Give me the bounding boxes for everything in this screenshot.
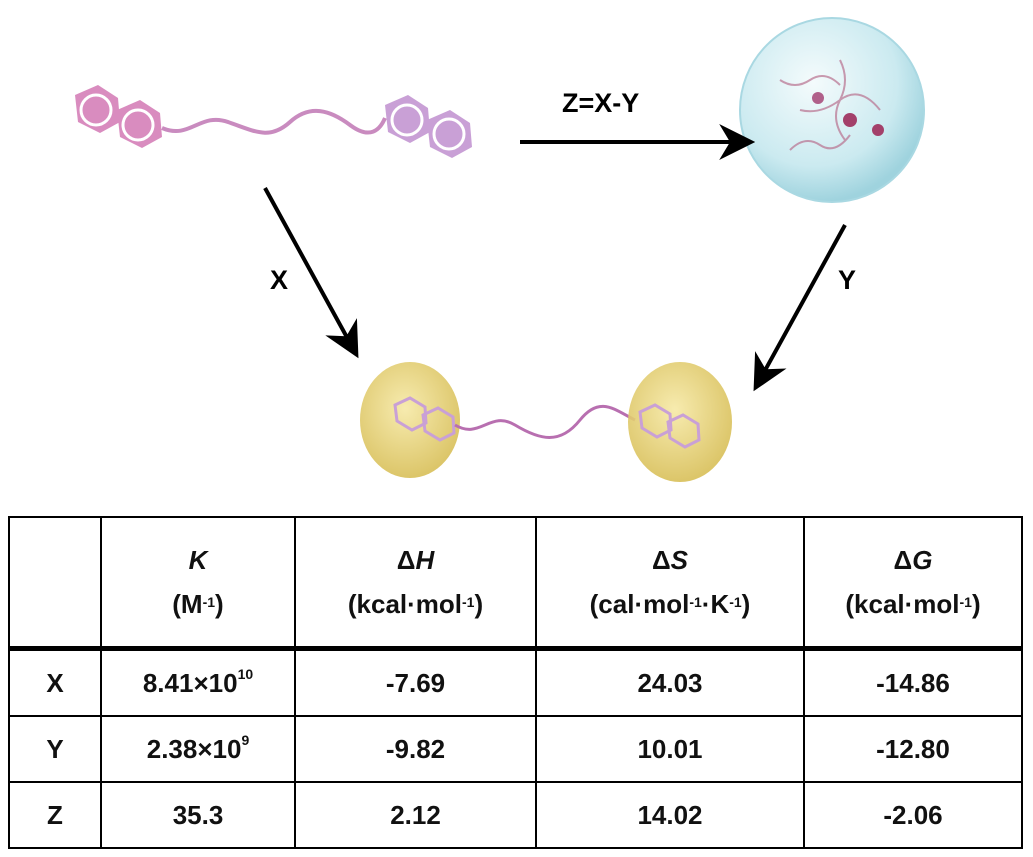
row-label: X [8, 647, 102, 717]
arrow-label-x: X [270, 265, 289, 295]
table-row: Z 35.3 2.12 14.02 -2.06 [8, 781, 1023, 849]
arrow-label-y: Y [838, 265, 857, 295]
arrow-label-z: Z=X-Y [562, 88, 640, 118]
cell-k: 8.41×1010 [100, 647, 296, 717]
cell-dh: -9.82 [294, 715, 537, 783]
cell-ds: 14.02 [535, 781, 805, 849]
table-row: X 8.41×1010 -7.69 24.03 -14.86 [8, 647, 1023, 717]
cell-dg: -2.06 [803, 781, 1023, 849]
header-dg: ΔG (kcal·mol-1) [803, 516, 1023, 651]
table-row: Y 2.38×109 -9.82 10.01 -12.80 [8, 715, 1023, 783]
host-guest-complex [360, 362, 732, 482]
header-empty [8, 516, 102, 651]
cell-dh: -7.69 [294, 647, 537, 717]
cell-ds: 10.01 [535, 715, 805, 783]
free-guest-molecule [75, 85, 472, 158]
thermodynamic-cycle-diagram [75, 17, 925, 482]
header-row: K (M-1) ΔH (kcal·mol-1) ΔS (cal·mol-1·K-1) … [8, 516, 1023, 651]
arrow-y [753, 224, 847, 392]
micelle-bubble [739, 17, 925, 203]
row-label: Y [8, 715, 102, 783]
cell-dg: -12.80 [803, 715, 1023, 783]
cell-dg: -14.86 [803, 647, 1023, 717]
header-dh: ΔH (kcal·mol-1) [294, 516, 537, 651]
arrow-x [263, 187, 359, 359]
cell-ds: 24.03 [535, 647, 805, 717]
cell-dh: 2.12 [294, 781, 537, 849]
header-ds: ΔS (cal·mol-1·K-1) [535, 516, 805, 651]
header-k: K (M-1) [100, 516, 296, 651]
cell-k: 2.38×109 [100, 715, 296, 783]
cell-k: 35.3 [100, 781, 296, 849]
thermodynamics-table: K (M-1) ΔH (kcal·mol-1) ΔS (cal·mol-1·K-1) … [8, 516, 1023, 849]
row-label: Z [8, 781, 102, 849]
